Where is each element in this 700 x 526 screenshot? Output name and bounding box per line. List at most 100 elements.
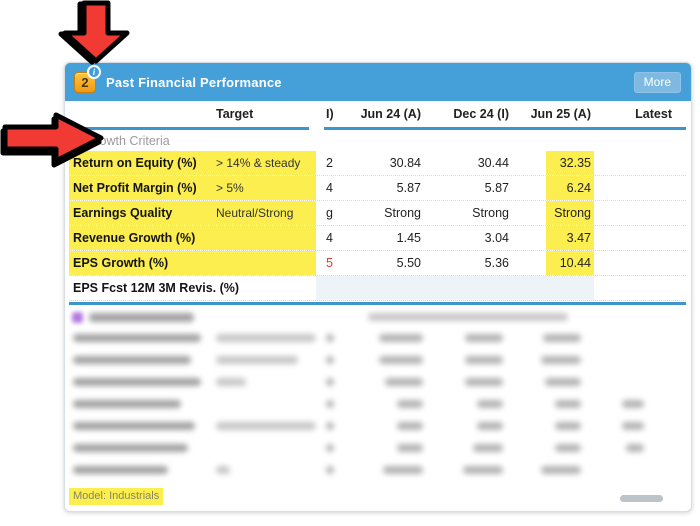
- redacted-text-bar: [216, 466, 230, 474]
- column-header-latest: Latest: [635, 107, 672, 121]
- redacted-text-bar: [465, 334, 503, 342]
- panel-past-financial-performance: 2 i Past Financial Performance More Targ…: [64, 62, 692, 512]
- cell-latest: [594, 176, 686, 200]
- cell-dec24: Strong: [472, 206, 509, 220]
- panel-header: 2 i Past Financial Performance More: [65, 63, 691, 101]
- info-icon[interactable]: i: [87, 64, 101, 79]
- redacted-text-bar: [543, 334, 581, 342]
- redacted-cell: [69, 444, 211, 452]
- redacted-table-row: [69, 415, 686, 437]
- growth-criteria-section: ★ Growth Criteria: [69, 130, 686, 151]
- cell-dec24: 5.36: [484, 256, 509, 270]
- column-header-row: Target I) Jun 24 (A) Dec 24 (I) Jun 25 (…: [69, 101, 686, 127]
- cell-dec24: [421, 276, 509, 300]
- redacted-cell: [503, 334, 581, 342]
- redacted-text-bar: [385, 378, 423, 386]
- redacted-text-bar: [477, 422, 503, 430]
- column-header-truncated: I): [326, 107, 334, 121]
- cell-latest: [594, 276, 686, 300]
- redacted-text-bar: [541, 466, 581, 474]
- redacted-cell: [343, 466, 423, 474]
- redacted-text-bar: [473, 444, 503, 452]
- cell-jun24: [343, 276, 421, 300]
- column-header-jun25: Jun 25 (A): [530, 107, 591, 121]
- cell-label: Earnings Quality: [69, 201, 211, 225]
- table-row: EPS Fcst 12M 3M Revis. (%): [69, 276, 686, 301]
- redacted-cell: [316, 334, 343, 342]
- redacted-text-bar: [541, 356, 581, 364]
- redacted-cell: [423, 334, 503, 342]
- cell-trunc: 5: [326, 256, 333, 270]
- redacted-table-row: [69, 459, 686, 481]
- cell-trunc: 4: [326, 181, 333, 195]
- redacted-note: [368, 313, 568, 321]
- redacted-cell: [69, 400, 211, 408]
- redacted-cell: [423, 400, 503, 408]
- cell-trunc: 4: [326, 231, 333, 245]
- redacted-cell: [316, 444, 343, 452]
- cell-jun25: 3.47: [546, 226, 594, 250]
- redacted-text-bar: [326, 422, 334, 430]
- redacted-cell: [211, 378, 316, 386]
- redacted-cell: [316, 400, 343, 408]
- cell-jun24: Strong: [384, 206, 421, 220]
- redacted-cell: [69, 334, 211, 342]
- cell-latest: [594, 151, 686, 175]
- redacted-text-bar: [73, 334, 201, 342]
- redacted-text-bar: [326, 356, 334, 364]
- redacted-text-bar: [216, 422, 316, 430]
- section-title: Growth Criteria: [85, 133, 170, 148]
- redacted-cell: [211, 356, 316, 364]
- cell-jun25: [546, 276, 594, 300]
- cell-spacer: [509, 251, 546, 275]
- redacted-table-row: [69, 327, 686, 349]
- table-body: Return on Equity (%) > 14% & steady 2 30.84…: [69, 151, 686, 301]
- cell-jun25: 32.35: [546, 151, 594, 175]
- redacted-cell: [211, 334, 316, 342]
- panel-footer: Model: Industrials: [65, 484, 691, 514]
- cell-spacer: [509, 226, 546, 250]
- redacted-cell: [343, 334, 423, 342]
- table-row: Net Profit Margin (%) > 5% 4 5.87 5.87 6.24: [69, 176, 686, 201]
- redacted-text-bar: [397, 422, 423, 430]
- column-header-target: Target: [216, 107, 254, 121]
- table-row: Revenue Growth (%) 4 1.45 3.04 3.47: [69, 226, 686, 251]
- redacted-text-bar: [326, 444, 334, 452]
- table-row: Earnings Quality Neutral/Strong g Strong Str…: [69, 201, 686, 226]
- cell-latest: [594, 226, 686, 250]
- header-underline-left: [69, 127, 309, 130]
- cell-target: > 14% & steady: [211, 151, 316, 175]
- redacted-text-bar: [216, 334, 316, 342]
- cell-jun25: Strong: [546, 201, 594, 225]
- redacted-text-bar: [326, 334, 334, 342]
- redacted-text-bar: [216, 356, 298, 364]
- redacted-cell: [211, 466, 316, 474]
- redacted-table-row: [69, 371, 686, 393]
- redacted-text-bar: [326, 400, 334, 408]
- redacted-cell: [69, 422, 211, 430]
- redacted-cell: [423, 466, 503, 474]
- horizontal-scrollbar-thumb[interactable]: [620, 495, 663, 502]
- column-header-jun24: Jun 24 (A): [360, 107, 421, 121]
- redacted-cell: [503, 444, 581, 452]
- redacted-cell: [581, 444, 644, 452]
- redacted-cell: [423, 422, 503, 430]
- annotation-arrow-down-icon: [62, 0, 130, 64]
- cell-target: > 5%: [211, 176, 316, 200]
- redacted-text-bar: [73, 422, 195, 430]
- redacted-cell: [581, 400, 644, 408]
- cell-label: Revenue Growth (%): [69, 226, 211, 250]
- more-button[interactable]: More: [633, 72, 681, 93]
- redacted-text-bar: [397, 400, 423, 408]
- redacted-cell: [503, 378, 581, 386]
- redacted-text-bar: [555, 400, 581, 408]
- table-row: Return on Equity (%) > 14% & steady 2 30.84…: [69, 151, 686, 176]
- redacted-text-bar: [465, 356, 503, 364]
- cell-label: Net Profit Margin (%): [69, 176, 211, 200]
- cell-latest: [594, 251, 686, 275]
- cell-spacer: [509, 176, 546, 200]
- redacted-table-row: [69, 349, 686, 371]
- redacted-cell: [69, 378, 211, 386]
- redacted-text-bar: [545, 378, 581, 386]
